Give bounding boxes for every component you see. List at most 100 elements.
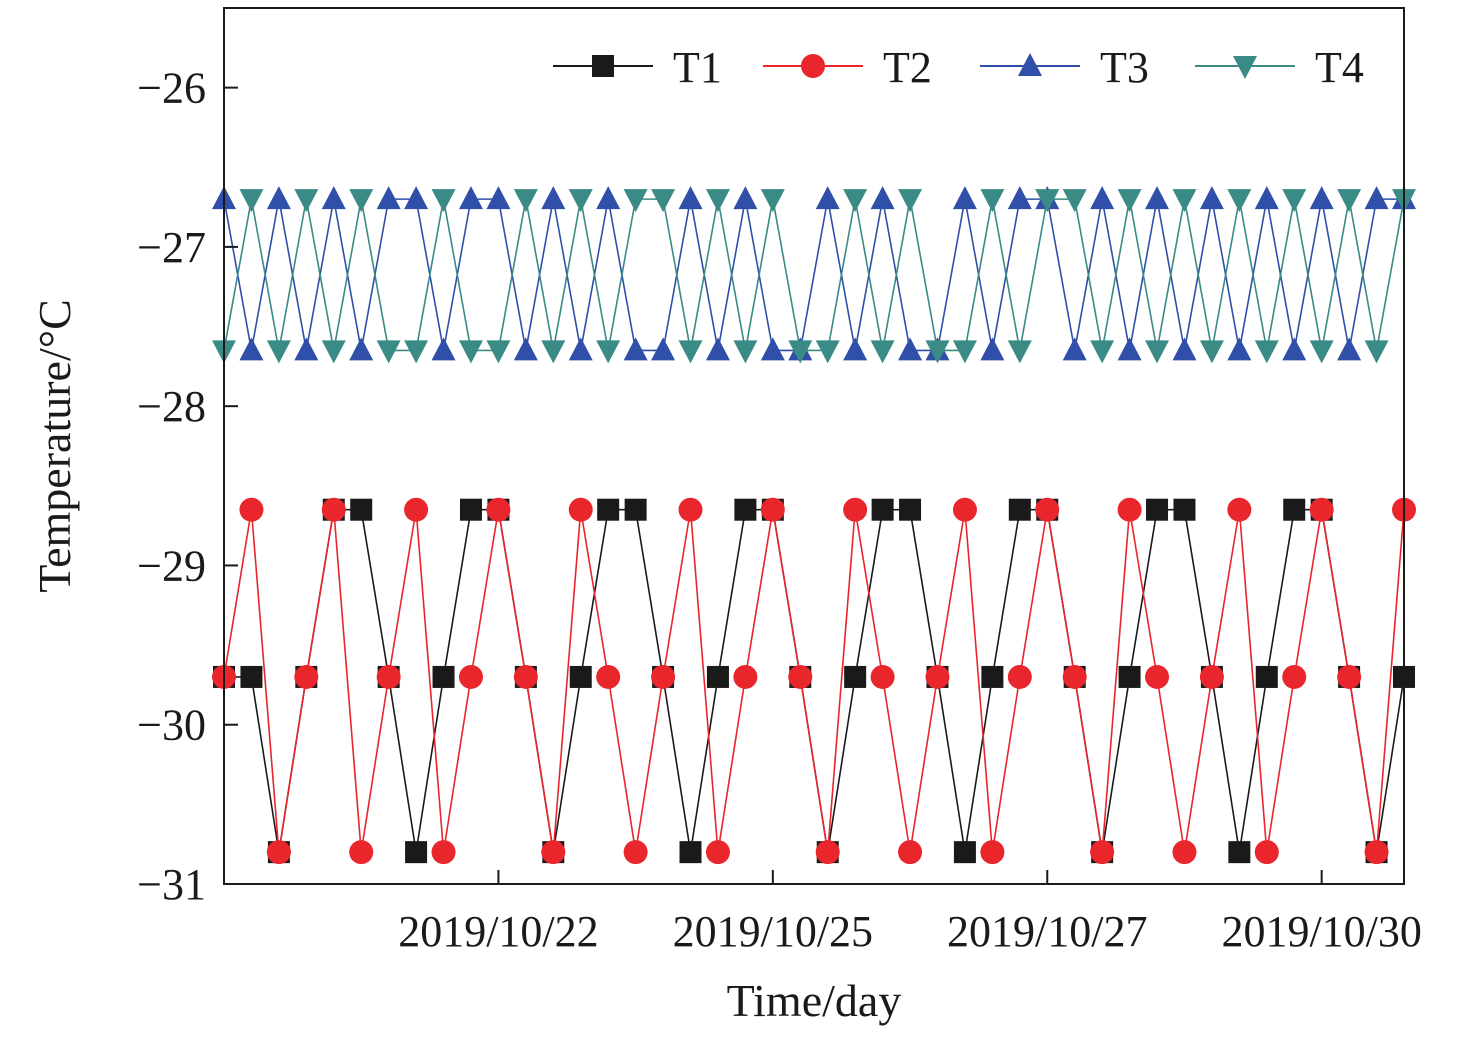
x-tick-label: 2019/10/27	[947, 907, 1147, 956]
data-point-t2	[1035, 497, 1060, 522]
data-point-t1	[1283, 498, 1306, 521]
data-point-t2	[788, 664, 813, 689]
data-point-t2	[266, 840, 291, 865]
data-point-t4	[843, 189, 868, 213]
data-point-t3	[843, 337, 868, 361]
data-point-t2	[898, 840, 923, 865]
y-tick-label: −29	[137, 541, 206, 590]
data-point-t1	[679, 841, 702, 864]
series-line-t2	[223, 509, 1405, 853]
data-point-t3	[1172, 337, 1197, 361]
data-point-t1	[240, 665, 263, 688]
data-point-t4	[321, 340, 346, 364]
data-point-t3	[541, 186, 566, 210]
data-point-t2	[815, 840, 840, 865]
data-point-t4	[294, 189, 319, 213]
x-tick-label: 2019/10/25	[673, 907, 873, 956]
series-layer	[212, 186, 1416, 865]
data-point-t3	[458, 186, 483, 210]
data-point-t2	[1254, 840, 1279, 865]
data-point-t1	[1173, 498, 1196, 521]
data-point-t2	[733, 664, 758, 689]
data-point-t4	[870, 340, 895, 364]
data-point-t4	[404, 340, 429, 364]
data-point-t3	[1007, 186, 1032, 210]
series-line-t4	[223, 198, 1405, 352]
data-point-t1	[871, 498, 894, 521]
data-point-t4	[1035, 189, 1060, 213]
data-point-t2	[376, 664, 401, 689]
data-point-t1	[706, 665, 729, 688]
data-point-t4	[1062, 189, 1087, 213]
data-point-t2	[1117, 497, 1142, 522]
legend-marker	[801, 54, 825, 78]
data-point-t3	[1337, 337, 1362, 361]
data-point-t3	[1282, 337, 1307, 361]
data-point-t2	[1364, 840, 1389, 865]
data-point-t1	[734, 498, 757, 521]
data-point-t2	[1199, 664, 1224, 689]
data-point-t3	[486, 186, 511, 210]
data-point-t2	[541, 840, 566, 865]
data-point-t4	[898, 189, 923, 213]
legend-item-t3: T3	[980, 43, 1149, 92]
data-point-t4	[788, 340, 813, 364]
data-point-t1	[1118, 665, 1141, 688]
data-point-t2	[980, 840, 1005, 865]
series-t2	[212, 497, 1416, 865]
data-point-t1	[1146, 498, 1169, 521]
data-point-t3	[321, 186, 346, 210]
data-point-t3	[1062, 337, 1087, 361]
data-point-t2	[1172, 840, 1197, 865]
data-point-t2	[1145, 664, 1170, 689]
data-point-t4	[541, 340, 566, 364]
data-point-t2	[952, 497, 977, 522]
data-point-t4	[1090, 340, 1115, 364]
data-point-t2	[760, 497, 785, 522]
data-point-t1	[624, 498, 647, 521]
y-tick-label: −26	[137, 64, 206, 113]
data-point-t2	[486, 497, 511, 522]
data-point-t2	[1227, 497, 1252, 522]
data-point-t4	[266, 340, 291, 364]
data-point-t2	[349, 840, 374, 865]
data-point-t3	[815, 186, 840, 210]
x-axis-title: Time/day	[727, 975, 902, 1026]
legend: T1 T2 T3 T4	[553, 43, 1364, 92]
series-t3	[212, 186, 1416, 361]
data-point-t3	[568, 337, 593, 361]
data-point-t4	[1007, 340, 1032, 364]
data-point-t4	[1145, 340, 1170, 364]
x-axis: 2019/10/22 2019/10/25 2019/10/27 2019/10/30	[398, 870, 1422, 956]
x-tick-label: 2019/10/22	[398, 907, 598, 956]
data-point-t3	[760, 337, 785, 361]
x-tick-label: 2019/10/30	[1221, 907, 1421, 956]
data-point-t3	[1309, 186, 1334, 210]
data-point-t4	[596, 340, 621, 364]
data-point-t1	[981, 665, 1004, 688]
data-point-t3	[1254, 186, 1279, 210]
data-point-t4	[705, 189, 730, 213]
data-point-t4	[623, 189, 648, 213]
data-point-t4	[1364, 340, 1389, 364]
data-point-t4	[815, 340, 840, 364]
data-point-t3	[596, 186, 621, 210]
data-point-t2	[568, 497, 593, 522]
data-point-t1	[1228, 841, 1251, 864]
y-tick-label: −30	[137, 701, 206, 750]
data-point-t2	[925, 664, 950, 689]
data-point-t4	[925, 340, 950, 364]
data-point-t1	[899, 498, 922, 521]
data-point-t4	[458, 340, 483, 364]
data-point-t3	[898, 337, 923, 361]
data-point-t1	[953, 841, 976, 864]
data-point-t3	[705, 337, 730, 361]
data-point-t4	[651, 189, 676, 213]
data-point-t2	[1337, 664, 1362, 689]
data-point-t3	[870, 186, 895, 210]
data-point-t2	[705, 840, 730, 865]
data-point-t4	[239, 189, 264, 213]
y-tick-label: −31	[137, 860, 206, 909]
data-point-t2	[431, 840, 456, 865]
